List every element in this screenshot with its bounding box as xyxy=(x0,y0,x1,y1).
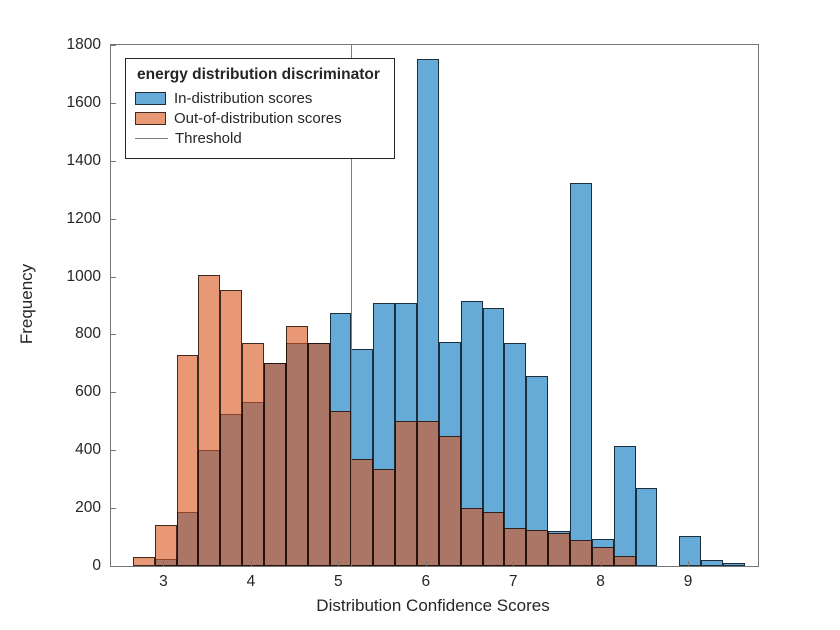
legend-item-out-of-distribution: Out-of-distribution scores xyxy=(135,110,380,127)
histogram-bar-out-of-distribution xyxy=(570,539,592,566)
y-tick-mark xyxy=(111,566,116,567)
x-tick-label: 4 xyxy=(246,573,256,590)
legend-item-in-distribution: In-distribution scores xyxy=(135,90,380,107)
plot-area: energy distribution discriminator In-dis… xyxy=(110,44,759,567)
histogram-bar-out-of-distribution xyxy=(548,532,571,566)
y-tick-label: 600 xyxy=(75,383,101,401)
histogram-bar-out-of-distribution xyxy=(329,411,352,566)
y-tick-mark xyxy=(111,392,116,394)
y-tick-label: 1800 xyxy=(66,36,101,53)
histogram-bar-out-of-distribution xyxy=(242,343,264,566)
legend-item-label: Threshold xyxy=(175,130,242,147)
x-tick-mark xyxy=(425,561,427,566)
histogram-bar-out-of-distribution xyxy=(198,275,221,566)
histogram-bar-out-of-distribution xyxy=(220,289,243,566)
histogram-bar-out-of-distribution xyxy=(417,421,439,566)
histogram-bar-out-of-distribution xyxy=(482,512,505,566)
histogram-bar-in-distribution xyxy=(701,560,724,566)
histogram-bar-in-distribution xyxy=(570,182,592,566)
legend: energy distribution discriminator In-dis… xyxy=(125,58,395,159)
histogram-bar-out-of-distribution xyxy=(351,458,374,566)
x-tick-mark xyxy=(513,561,515,566)
in-distribution-swatch xyxy=(135,92,166,105)
histogram-bar-out-of-distribution xyxy=(526,529,549,566)
y-tick-label: 0 xyxy=(92,557,101,574)
histogram-bar-in-distribution xyxy=(679,535,702,566)
x-tick-mark xyxy=(163,561,165,566)
histogram-bar-out-of-distribution xyxy=(438,435,461,566)
x-tick-label: 8 xyxy=(596,573,605,590)
histogram-bar-out-of-distribution xyxy=(307,343,330,566)
histogram-bar-out-of-distribution xyxy=(373,469,396,566)
histogram-bar-out-of-distribution xyxy=(176,354,199,566)
y-tick-mark xyxy=(111,45,116,46)
histogram-bar-out-of-distribution xyxy=(132,557,155,566)
x-tick-label: 9 xyxy=(683,573,693,590)
y-tick-label: 1000 xyxy=(66,267,101,285)
out-of-distribution-swatch xyxy=(135,112,166,125)
x-tick-label: 6 xyxy=(421,573,431,590)
y-tick-mark xyxy=(111,508,116,510)
y-tick-mark xyxy=(111,102,116,104)
x-tick-mark xyxy=(338,561,340,566)
x-tick-label: 5 xyxy=(334,573,343,590)
y-tick-mark xyxy=(111,450,116,452)
histogram-bar-out-of-distribution xyxy=(264,363,286,566)
x-tick-mark xyxy=(600,561,602,566)
legend-item-threshold: Threshold xyxy=(135,130,380,147)
histogram-bar-out-of-distribution xyxy=(504,528,527,566)
x-tick-mark xyxy=(250,561,252,566)
histogram-bar-in-distribution xyxy=(723,562,745,566)
x-tick-label: 7 xyxy=(508,573,518,590)
x-tick-label: 3 xyxy=(159,573,168,590)
y-tick-mark xyxy=(111,276,116,278)
histogram-bar-in-distribution xyxy=(635,487,658,566)
histogram-bar-out-of-distribution xyxy=(613,555,636,566)
y-tick-mark xyxy=(111,334,116,336)
histogram-bar-out-of-distribution xyxy=(285,325,308,566)
histogram-bar-out-of-distribution xyxy=(460,508,483,566)
legend-item-label: Out-of-distribution scores xyxy=(174,110,342,127)
threshold-line-swatch xyxy=(135,138,168,139)
y-tick-label: 200 xyxy=(75,499,101,517)
y-tick-mark xyxy=(111,160,116,162)
y-tick-label: 1600 xyxy=(66,93,101,111)
threshold-line xyxy=(351,45,353,566)
y-tick-label: 800 xyxy=(75,325,101,343)
histogram-bar-in-distribution xyxy=(613,445,636,566)
histogram-bar-out-of-distribution xyxy=(591,547,614,566)
legend-title: energy distribution discriminator xyxy=(137,66,380,83)
y-tick-label: 400 xyxy=(75,441,101,459)
y-tick-label: 1400 xyxy=(66,151,101,169)
histogram-bar-out-of-distribution xyxy=(154,525,177,566)
y-tick-label: 1200 xyxy=(66,209,101,227)
legend-item-label: In-distribution scores xyxy=(174,90,313,107)
y-tick-mark xyxy=(111,218,116,220)
x-tick-mark xyxy=(688,561,690,566)
histogram-bar-out-of-distribution xyxy=(395,421,418,566)
x-axis-label: Distribution Confidence Scores xyxy=(316,596,550,615)
